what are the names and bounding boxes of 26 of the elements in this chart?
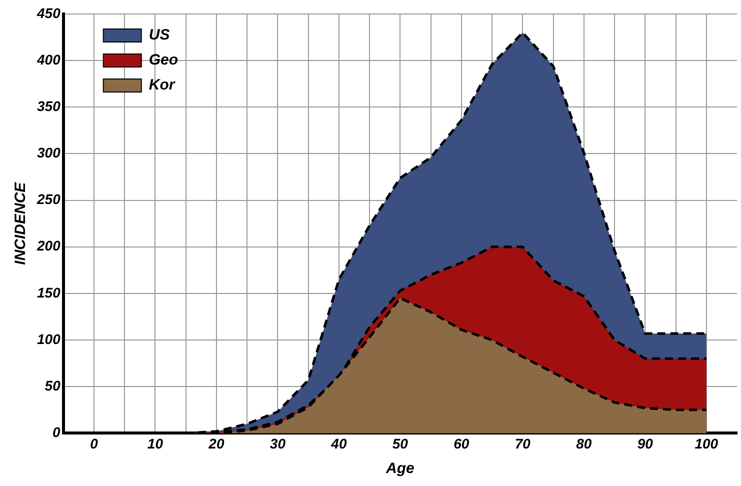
x-axis-title: Age [385,460,414,478]
y-tick-label: 150 [37,284,61,300]
x-tick-label: 0 [90,435,98,452]
y-tick-label: 200 [36,238,61,254]
x-tick-label: 90 [637,435,654,452]
y-tick-label: 250 [36,191,61,208]
x-tick-label: 50 [392,435,408,452]
y-tick-label: 450 [36,4,61,21]
y-axis-title: INCIDENCE [12,181,30,265]
legend-label: Kor [148,76,176,94]
y-tick-label: 400 [36,51,61,68]
x-tick-label: 30 [270,435,286,452]
y-tick-label: 50 [44,377,61,394]
y-tick-label: 350 [37,98,61,114]
x-tick-label: 80 [576,435,592,452]
legend-label: Geo [148,52,178,69]
x-tick-label: 20 [208,435,224,452]
y-tick-label: 300 [37,144,61,161]
x-tick-label: 40 [330,435,347,452]
y-tick-label: 0 [52,424,61,440]
x-tick-label: 10 [147,435,164,452]
legend-label: US [148,26,170,44]
x-tick-label: 60 [454,435,470,452]
x-tick-label: 100 [694,435,718,452]
x-tick-label: 70 [514,435,531,452]
y-tick-label: 100 [37,330,61,347]
